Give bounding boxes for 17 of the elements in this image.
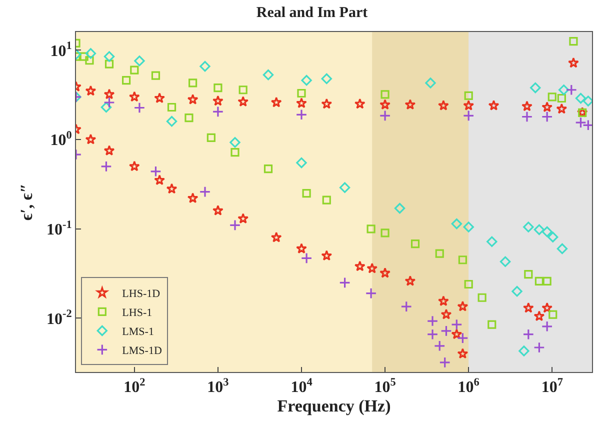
y-axis-title: ϵ′, ϵ″ [17, 184, 36, 220]
legend-label: LHS-1 [122, 306, 152, 319]
x-tick-label: 10$^{7}$ [541, 376, 564, 396]
legend-label: LMS-1D [122, 344, 162, 357]
x-axis-title: Frequency (Hz) [277, 396, 391, 416]
x-tick-label: 10$^{4}$ [290, 376, 313, 396]
x-tick-label: 10$^{5}$ [374, 376, 396, 396]
x-tick-label: 10$^{2}$ [124, 376, 146, 396]
y-tick-label: 10$^{-2}$ [46, 308, 72, 328]
chart-title: Real and Im Part [256, 5, 368, 22]
x-tick-label: 10$^{6}$ [458, 376, 480, 396]
x-tick-label: 10$^{3}$ [207, 376, 230, 396]
y-tick-label: 10$^{-1}$ [46, 218, 72, 238]
y-tick-label: 10$^{1}$ [50, 40, 72, 60]
y-tick-label: 10$^{0}$ [50, 129, 72, 150]
legend-label: LMS-1 [122, 326, 154, 338]
legend-label: LHS-1D [122, 288, 160, 300]
